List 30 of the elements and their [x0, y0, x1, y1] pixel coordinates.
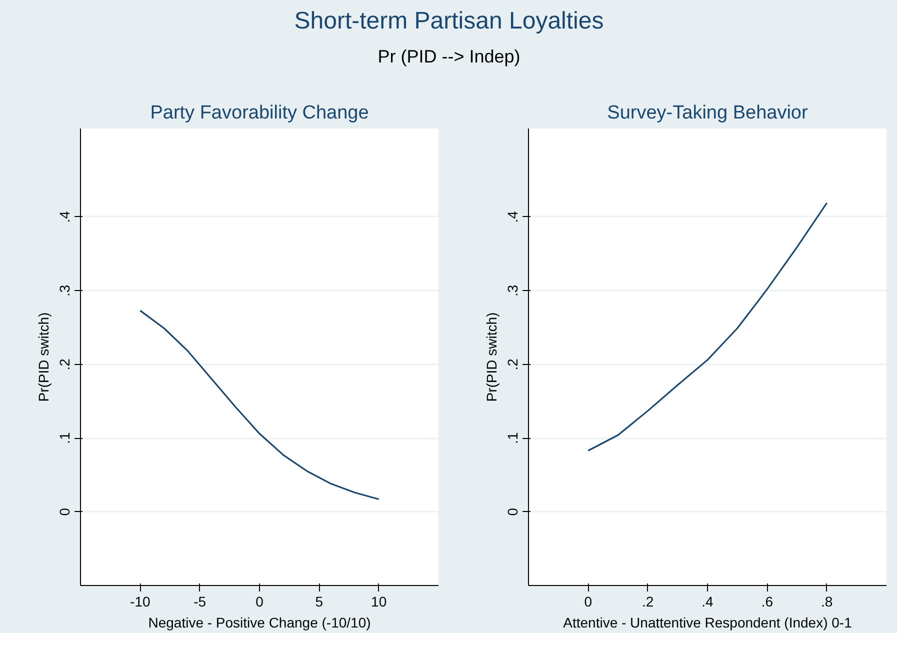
- y-tick-label: .4: [504, 210, 520, 223]
- x-tick-label: .4: [702, 594, 714, 610]
- x-tick-label: .8: [820, 594, 833, 610]
- x-tick-label: 5: [315, 594, 324, 610]
- y-tick-label: .2: [504, 358, 520, 370]
- y-tick-label: .3: [504, 284, 520, 296]
- y-tick-label: .1: [56, 432, 72, 444]
- x-tick-label: 10: [371, 594, 387, 610]
- text: Pr (PID --> Indep): [378, 46, 520, 66]
- x-tick-label: 0: [256, 594, 264, 610]
- x-tick-label: 0: [584, 594, 592, 610]
- chart-title: Party Favorability Change: [150, 102, 369, 124]
- line-series: [587, 202, 828, 452]
- y-tick-label: .3: [56, 284, 72, 296]
- x-tick-label: -10: [130, 594, 150, 610]
- x-tick-label: .2: [642, 594, 654, 610]
- chart-title: Survey-Taking Behavior: [607, 102, 808, 124]
- y-axis-title: Pr(PID switch): [36, 312, 52, 402]
- y-axis-title: Pr(PID switch): [484, 312, 500, 402]
- y-tick-label: .1: [504, 432, 520, 444]
- x-axis-title: Attentive - Unattentive Respondent (Index) 0-1: [563, 614, 852, 630]
- x-axis-title: Negative - Positive Change (-10/10): [148, 614, 371, 630]
- y-tick-label: .4: [56, 210, 72, 223]
- y-tick-label: 0: [56, 508, 72, 516]
- x-tick-label: .6: [761, 594, 774, 610]
- y-tick-label: .2: [56, 358, 72, 370]
- line-series: [139, 310, 380, 500]
- x-tick-label: -5: [194, 594, 206, 610]
- y-tick-label: 0: [504, 508, 520, 516]
- text: Short-term Partisan Loyalties: [294, 8, 604, 34]
